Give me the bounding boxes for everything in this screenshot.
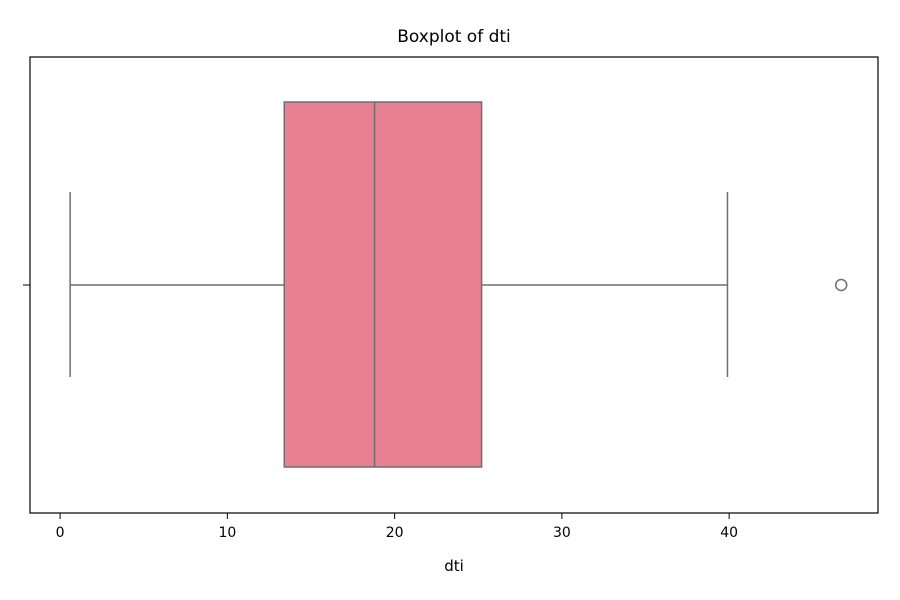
x-tick-label: 20 (386, 525, 404, 541)
interquartile-box (283, 101, 483, 468)
outlier-point (834, 278, 848, 292)
chart-title: Boxplot of dti (397, 27, 511, 47)
x-tick-label: 0 (56, 525, 65, 541)
x-axis-label: dti (444, 557, 464, 575)
x-axis: 0 10 20 30 40 (56, 513, 738, 541)
x-tick-label: 30 (553, 525, 571, 541)
box-layer (69, 101, 848, 468)
x-tick-label: 10 (218, 525, 236, 541)
x-tick-label: 40 (720, 525, 738, 541)
